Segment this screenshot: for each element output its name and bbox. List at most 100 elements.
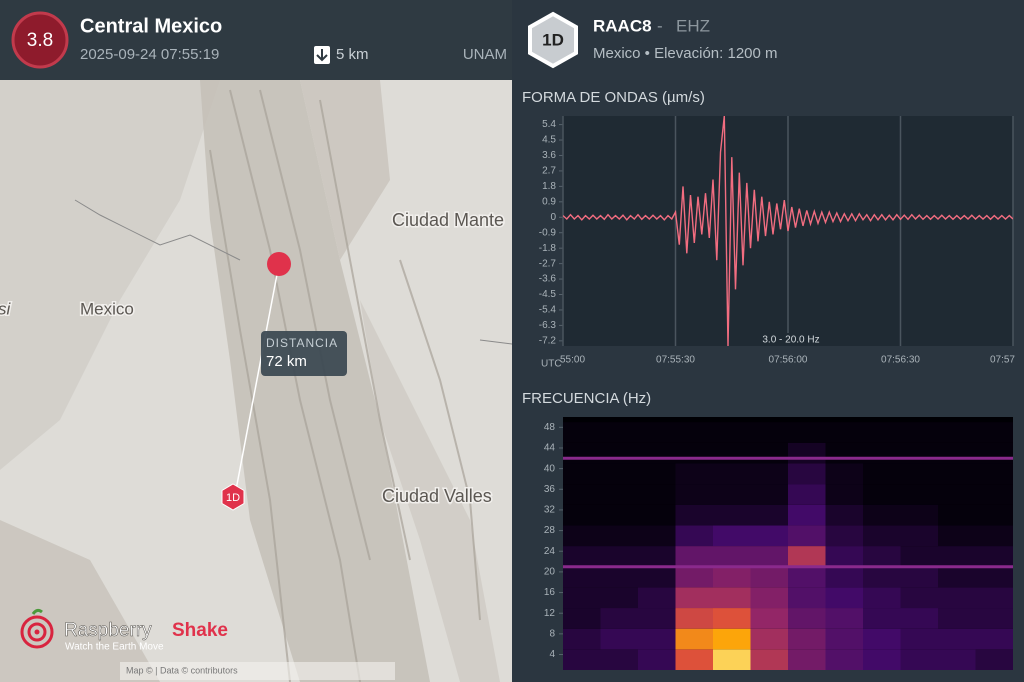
spectrogram-cell xyxy=(788,484,826,505)
epicenter-marker[interactable] xyxy=(267,252,291,276)
spectrogram-cell xyxy=(638,463,676,485)
spectrogram-cell xyxy=(563,546,601,567)
waveform xyxy=(563,116,1013,346)
spectrogram-cell xyxy=(788,504,826,526)
station-marker-label: 1D xyxy=(226,492,240,504)
spectrogram-cell xyxy=(788,608,826,629)
spectrogram-cell xyxy=(563,484,601,505)
spectrogram-cell xyxy=(863,587,901,609)
brand-tagline: Watch the Earth Move xyxy=(65,642,164,653)
spectrogram-cell xyxy=(938,463,976,485)
event-header xyxy=(0,0,512,80)
y-tick-label: 2.7 xyxy=(542,166,556,177)
spectrogram-cell xyxy=(825,649,863,670)
spectrogram-cell xyxy=(563,504,601,526)
y-tick-label: -5.4 xyxy=(539,305,557,316)
chart-title: FRECUENCIA (Hz) xyxy=(522,390,651,407)
spectrogram-cell xyxy=(900,463,938,485)
spectrogram-cell xyxy=(900,649,938,670)
brand-name: Raspberry xyxy=(64,620,152,641)
spectrogram-cell xyxy=(750,525,788,547)
spectrogram-cell xyxy=(900,566,938,588)
spectrogram-cell xyxy=(638,442,676,464)
event-source: UNAM xyxy=(463,46,507,63)
brand-logo xyxy=(20,608,54,649)
spectrogram-cell xyxy=(638,504,676,526)
spectrogram-cell xyxy=(675,608,713,629)
spectrogram-cell xyxy=(638,546,676,567)
spectrogram-cell xyxy=(675,484,713,505)
spectrogram-cell xyxy=(563,608,601,629)
spectrogram-cell xyxy=(975,442,1013,464)
attribution-bar xyxy=(120,662,395,680)
station-code: RAAC8 xyxy=(593,16,652,35)
map-label: Ciudad Mante xyxy=(392,210,504,230)
brand-name: Shake xyxy=(172,620,228,641)
spectrogram-cell xyxy=(675,504,713,526)
spectrogram-cell xyxy=(938,649,976,670)
filter-label: 3.0 - 20.0 Hz xyxy=(762,335,819,346)
station-location: Mexico • Elevación: 1200 m xyxy=(593,45,778,62)
map[interactable] xyxy=(0,80,520,682)
spectrogram-cell xyxy=(900,546,938,567)
spectrogram-cell xyxy=(563,587,601,609)
station-marker[interactable] xyxy=(221,483,245,511)
y-tick-label: 0.9 xyxy=(542,196,556,207)
spectrogram-cell xyxy=(825,463,863,485)
spectrogram-cell xyxy=(750,422,788,443)
spectrogram-cell xyxy=(750,628,788,650)
spectrogram-cell xyxy=(825,628,863,650)
y-tick-label: 8 xyxy=(549,628,555,639)
y-tick-label: -0.9 xyxy=(539,227,557,238)
spectrogram-cell xyxy=(975,422,1013,443)
spectrogram-cell xyxy=(938,422,976,443)
spectrogram-cell xyxy=(750,484,788,505)
spectrogram-cell xyxy=(825,546,863,567)
spectrogram-cell xyxy=(563,525,601,547)
spectrogram-cell xyxy=(788,422,826,443)
spectrogram-cell xyxy=(638,608,676,629)
spectrogram-cell xyxy=(825,422,863,443)
y-tick-label: -3.6 xyxy=(539,274,557,285)
event-region[interactable]: Central Mexico xyxy=(80,15,222,37)
spectrogram-cell xyxy=(563,442,601,464)
spectrogram-cell xyxy=(938,587,976,609)
spectrogram-cell xyxy=(975,649,1013,670)
spectrogram-cell xyxy=(975,463,1013,485)
spectrogram-cell xyxy=(825,484,863,505)
spectrogram-cell xyxy=(788,587,826,609)
spectrogram-cell xyxy=(825,504,863,526)
spectrogram-cell xyxy=(600,546,638,567)
spectrogram-cell xyxy=(713,525,751,547)
y-tick-label: 48 xyxy=(544,422,556,433)
spectrogram-cell xyxy=(638,587,676,609)
y-tick-label: 3.6 xyxy=(542,150,556,161)
spectrogram-cell xyxy=(863,525,901,547)
spectrogram-cell xyxy=(713,608,751,629)
spectrogram-cell xyxy=(863,484,901,505)
x-tick-label: 07:55:30 xyxy=(656,355,695,366)
y-tick-label: -2.7 xyxy=(539,258,557,269)
spectrogram-cell xyxy=(863,422,901,443)
spectrogram-cell xyxy=(675,649,713,670)
spectrogram-cell xyxy=(713,442,751,464)
station-badge xyxy=(528,11,578,69)
spectrogram-cell xyxy=(600,649,638,670)
y-tick-label: 32 xyxy=(544,505,556,516)
spectrogram-cell xyxy=(750,649,788,670)
y-tick-label: 36 xyxy=(544,484,556,495)
spectrogram-cell xyxy=(938,566,976,588)
y-tick-label: 12 xyxy=(544,608,556,619)
spectrogram-cell xyxy=(975,504,1013,526)
distance-value: 72 km xyxy=(266,353,307,370)
spectrogram-cell xyxy=(975,587,1013,609)
spectrogram-cell xyxy=(675,463,713,485)
spectrogram-cell xyxy=(600,484,638,505)
spectrogram-cell xyxy=(713,587,751,609)
y-tick-label: 16 xyxy=(544,587,556,598)
spectrogram-cell xyxy=(900,442,938,464)
spectrogram-cell xyxy=(975,608,1013,629)
spectrogram-cell xyxy=(750,504,788,526)
spectrogram-cell xyxy=(563,649,601,670)
